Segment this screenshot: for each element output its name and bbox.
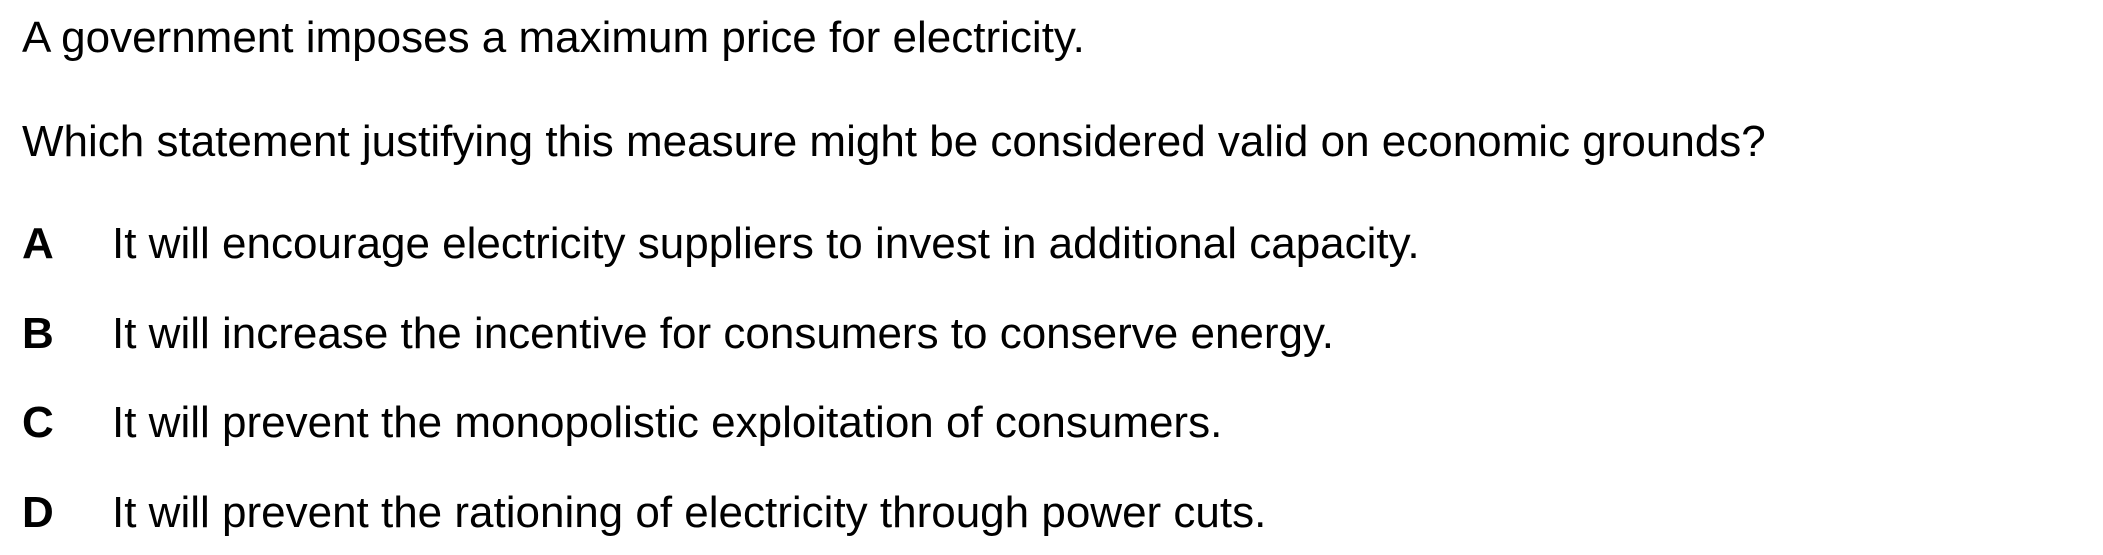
option-letter: B (22, 309, 54, 358)
option-text: It will prevent the rationing of electri… (112, 488, 1267, 537)
option-text: It will prevent the monopolistic exploit… (112, 398, 1223, 447)
question-prompt: Which statement justifying this measure … (22, 117, 1766, 166)
option-letter: D (22, 488, 54, 537)
option-text: It will encourage electricity suppliers … (112, 219, 1420, 268)
question-context: A government imposes a maximum price for… (22, 13, 1085, 62)
option-text: It will increase the incentive for consu… (112, 309, 1334, 358)
option-letter: C (22, 398, 54, 447)
option-letter: A (22, 219, 54, 268)
